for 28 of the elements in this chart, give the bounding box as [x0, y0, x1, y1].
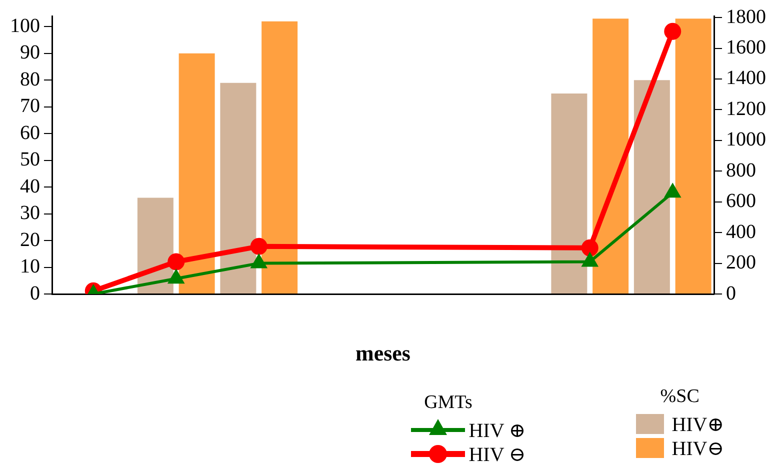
y-tick-label: 50 — [20, 148, 40, 171]
y2-tick-label: 1200 — [726, 98, 766, 120]
text: %SC — [659, 386, 700, 408]
legend-label: HIV⊖ — [672, 436, 724, 460]
y-tick-label: 40 — [20, 175, 40, 198]
y-tick-label: 30 — [20, 202, 40, 224]
y-tick-label: 70 — [20, 95, 40, 118]
y-tick-label: 90 — [20, 42, 40, 64]
y2-tick-label: 1400 — [726, 67, 766, 90]
y2-tick-label: 200 — [726, 252, 756, 274]
x-axis-title: meses — [356, 340, 411, 366]
legend-label: HIV ⊕ — [468, 418, 526, 442]
y-tick-label: 60 — [20, 122, 40, 144]
legend-title: GMTs — [423, 392, 474, 414]
y-tick-label: 10 — [20, 256, 40, 278]
y2-tick-label: 400 — [726, 220, 756, 243]
legend-label: HIV ⊖ — [468, 442, 526, 466]
y2-tick-label: 1600 — [726, 36, 766, 59]
y-tick-label: 80 — [20, 68, 40, 90]
y2-tick-label: 1000 — [726, 128, 766, 151]
y-tick-label: 20 — [20, 228, 40, 251]
y2-tick-label: 0 — [726, 282, 736, 304]
y-tick-label: 0 — [30, 282, 40, 304]
legend-label: HIV⊕ — [672, 412, 724, 436]
y2-tick-label: 1800 — [726, 6, 766, 28]
y-tick-label: 100 — [10, 14, 40, 37]
y2-tick-label: 800 — [726, 159, 756, 182]
y2-tick-label: 600 — [726, 190, 756, 212]
